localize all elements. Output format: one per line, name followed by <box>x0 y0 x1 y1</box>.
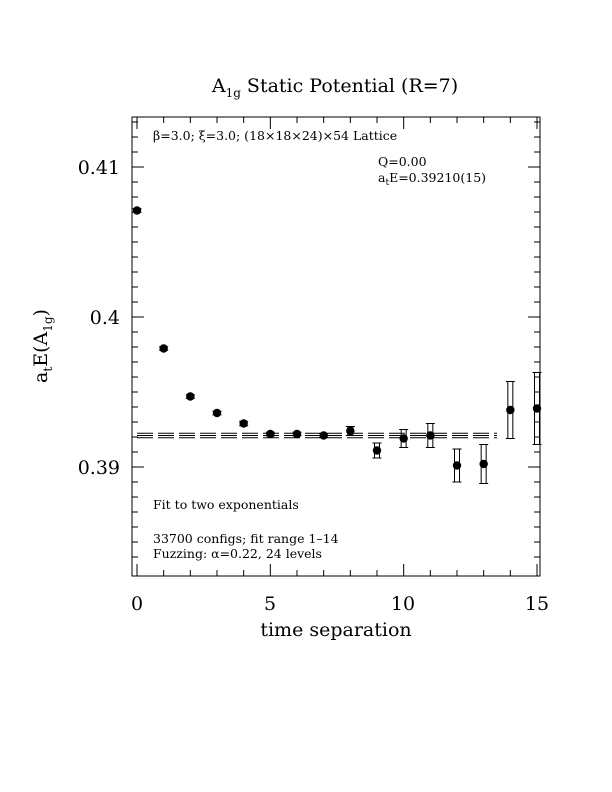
data-point-12 <box>452 448 462 483</box>
annotation-q: Q=0.00 <box>378 154 427 169</box>
data-point-15 <box>532 372 542 445</box>
y-tick-label-041: 0.41 <box>78 157 120 179</box>
data-point-8 <box>345 426 355 436</box>
fit-band <box>137 432 497 439</box>
annotation-energy: atE=0.39210(15) <box>378 170 486 188</box>
data-point-14 <box>505 381 515 439</box>
data-point-2 <box>185 392 195 401</box>
data-point-4 <box>239 419 249 428</box>
data-point-6 <box>292 429 302 439</box>
marker-0 <box>132 206 142 215</box>
axis-ticks <box>132 117 540 576</box>
y-axis-label: atE(A1g) <box>30 309 55 383</box>
data-point-10 <box>399 429 409 448</box>
y-tick-label-040: 0.4 <box>90 307 120 329</box>
marker-15 <box>532 404 542 413</box>
marker-9 <box>372 446 382 455</box>
marker-6 <box>292 429 302 439</box>
marker-12 <box>452 461 462 470</box>
annotation-lattice: β=3.0; ξ=3.0; (18×18×24)×54 Lattice <box>153 128 397 143</box>
marker-8 <box>346 426 355 436</box>
data-point-7 <box>319 431 329 440</box>
annotation-configs: 33700 configs; fit range 1–14 <box>153 531 339 546</box>
marker-1 <box>159 344 168 353</box>
data-point-0 <box>132 206 142 215</box>
annotation-fit: Fit to two exponentials <box>153 497 299 512</box>
marker-11 <box>426 431 435 440</box>
x-axis-label: time separation <box>260 619 411 641</box>
y-tick-label-039: 0.39 <box>78 457 120 479</box>
x-tick-label-10: 10 <box>391 593 415 615</box>
marker-2 <box>186 392 195 401</box>
x-tick-label-15: 15 <box>525 593 549 615</box>
marker-13 <box>479 459 488 469</box>
x-tick-label-0: 0 <box>131 593 143 615</box>
marker-14 <box>506 405 515 415</box>
data-point-3 <box>212 408 222 418</box>
data-point-9 <box>372 442 382 459</box>
marker-4 <box>239 419 248 428</box>
data-point-13 <box>479 444 489 484</box>
marker-5 <box>266 429 275 439</box>
marker-7 <box>319 431 328 440</box>
marker-3 <box>212 408 222 418</box>
x-tick-label-5: 5 <box>264 593 276 615</box>
chart-title: A1g Static Potential (R=7) <box>211 75 458 100</box>
data-point-1 <box>159 344 169 353</box>
data-points <box>132 206 542 484</box>
data-point-5 <box>265 429 275 439</box>
annotation-fuzzing: Fuzzing: α=0.22, 24 levels <box>153 546 322 561</box>
marker-10 <box>399 434 408 443</box>
data-point-11 <box>425 423 435 448</box>
